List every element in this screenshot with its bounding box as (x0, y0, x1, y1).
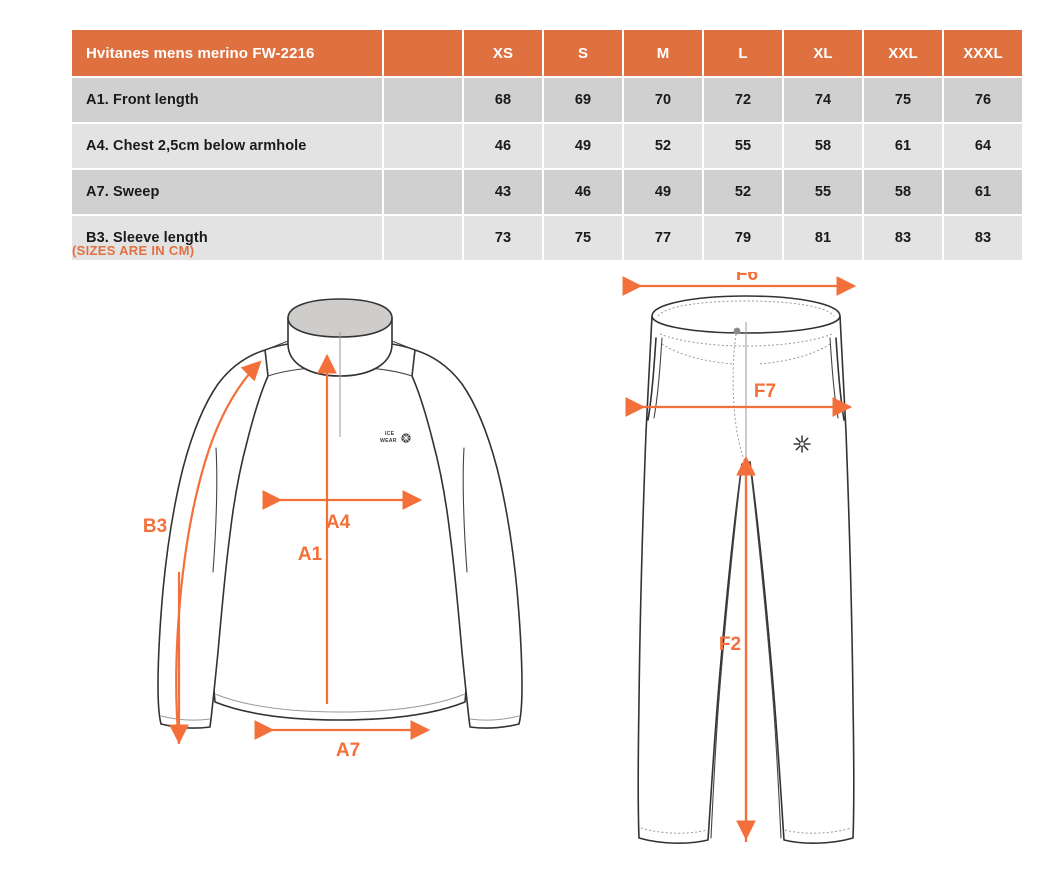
table-header: Hvitanes mens merino FW-2216 XS S M L XL… (72, 30, 1022, 76)
pants-garment-diagram: F6 F7 F2 (622, 272, 857, 844)
garment-diagrams: ICE WEAR A4 A1 A7 (0, 272, 1040, 894)
a1-label: A1 (298, 544, 323, 565)
top-hem (214, 693, 466, 713)
table-body: A1. Front length 68 69 70 72 74 75 76 A4… (72, 78, 1022, 260)
table-row: A1. Front length 68 69 70 72 74 75 76 (72, 78, 1022, 122)
pants-waistband (651, 295, 841, 347)
size-header-s: S (544, 30, 622, 76)
top-garment-diagram: ICE WEAR A4 A1 A7 (143, 298, 523, 761)
dimension-a7: A7 (254, 720, 431, 761)
table-row: A7. Sweep 43 46 49 52 55 58 61 (72, 170, 1022, 214)
measurement-label: A7. Sweep (72, 170, 382, 214)
row-spacer-cell (384, 78, 462, 122)
logo-text-line-2: WEAR (380, 438, 397, 444)
size-header-l: L (704, 30, 782, 76)
value-cell: 72 (704, 78, 782, 122)
size-header-xl: XL (784, 30, 862, 76)
value-cell: 58 (864, 170, 942, 214)
logo-text-line-1: ICE (385, 431, 395, 437)
value-cell: 75 (864, 78, 942, 122)
value-cell: 43 (464, 170, 542, 214)
value-cell: 49 (624, 170, 702, 214)
value-cell: 69 (544, 78, 622, 122)
f6-label: F6 (736, 272, 758, 285)
value-cell: 75 (544, 216, 622, 260)
units-note: (SIZES ARE IN CM) (72, 243, 195, 258)
size-chart-table: Hvitanes mens merino FW-2216 XS S M L XL… (70, 28, 1024, 262)
row-spacer-cell (384, 170, 462, 214)
value-cell: 83 (944, 216, 1022, 260)
value-cell: 49 (544, 124, 622, 168)
a7-label: A7 (336, 740, 360, 761)
pants-snowflake-icon (793, 435, 811, 453)
dimension-f2: F2 (719, 455, 756, 842)
table-spacer-header (384, 30, 462, 76)
value-cell: 58 (784, 124, 862, 168)
measurement-label: A4. Chest 2,5cm below armhole (72, 124, 382, 168)
value-cell: 70 (624, 78, 702, 122)
dimension-a1: A1 (298, 353, 337, 704)
dimension-b3: B3 (143, 360, 262, 745)
size-header-xxl: XXL (864, 30, 942, 76)
table-header-row: Hvitanes mens merino FW-2216 XS S M L XL… (72, 30, 1022, 76)
value-cell: 81 (784, 216, 862, 260)
top-left-sleeve (157, 349, 269, 729)
value-cell: 55 (704, 124, 782, 168)
size-header-xs: XS (464, 30, 542, 76)
table-row: B3. Sleeve length 73 75 77 79 81 83 83 (72, 216, 1022, 260)
row-spacer-cell (384, 124, 462, 168)
row-spacer-cell (384, 216, 462, 260)
f7-label: F7 (754, 381, 776, 402)
value-cell: 55 (784, 170, 862, 214)
dimension-f7: F7 (625, 381, 853, 417)
measurement-label: B3. Sleeve length (72, 216, 382, 260)
value-cell: 46 (464, 124, 542, 168)
pants-button-icon (733, 327, 741, 335)
logo-snowflake-icon (401, 433, 411, 443)
value-cell: 77 (624, 216, 702, 260)
table-title-cell: Hvitanes mens merino FW-2216 (72, 30, 382, 76)
ice-wear-logo: ICE WEAR (380, 431, 411, 444)
a4-label: A4 (326, 512, 351, 533)
value-cell: 61 (864, 124, 942, 168)
size-header-xxxl: XXXL (944, 30, 1022, 76)
value-cell: 74 (784, 78, 862, 122)
pants-inseam-lines (710, 463, 782, 839)
value-cell: 83 (864, 216, 942, 260)
value-cell: 52 (704, 170, 782, 214)
f2-label: F2 (719, 634, 741, 655)
b3-arrow-upper (175, 360, 262, 745)
value-cell: 64 (944, 124, 1022, 168)
value-cell: 61 (944, 170, 1022, 214)
b3-label: B3 (143, 516, 167, 537)
measurement-label: A1. Front length (72, 78, 382, 122)
value-cell: 76 (944, 78, 1022, 122)
value-cell: 73 (464, 216, 542, 260)
value-cell: 68 (464, 78, 542, 122)
dimension-f6: F6 (622, 272, 857, 296)
top-right-sleeve (411, 349, 523, 729)
pants-stitching (661, 343, 831, 365)
value-cell: 79 (704, 216, 782, 260)
size-chart-table-container: Hvitanes mens merino FW-2216 XS S M L XL… (70, 28, 1022, 262)
value-cell: 46 (544, 170, 622, 214)
top-collar (287, 298, 393, 377)
size-header-m: M (624, 30, 702, 76)
value-cell: 52 (624, 124, 702, 168)
pants-hems (640, 827, 852, 834)
dimension-a4: A4 (262, 490, 423, 533)
table-row: A4. Chest 2,5cm below armhole 46 49 52 5… (72, 124, 1022, 168)
